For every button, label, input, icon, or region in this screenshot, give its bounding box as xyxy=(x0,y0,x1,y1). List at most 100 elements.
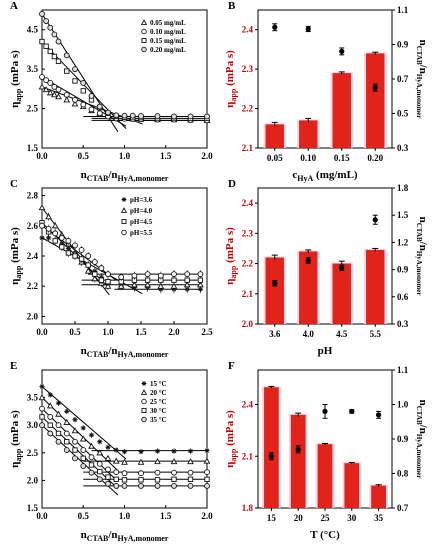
data-point xyxy=(72,417,78,423)
legend-marker xyxy=(121,197,127,202)
y2-point xyxy=(295,446,301,452)
data-point xyxy=(51,53,58,60)
data-point xyxy=(197,271,204,278)
fit-line xyxy=(41,397,119,471)
data-point xyxy=(39,74,45,80)
data-point xyxy=(96,103,103,110)
bar xyxy=(371,485,386,508)
y-tick-label: 2.5 xyxy=(27,104,39,114)
x-tick-label: 0.0 xyxy=(36,151,48,161)
x-tick-label: 35 xyxy=(374,513,384,523)
legend-marker xyxy=(121,219,127,224)
data-point xyxy=(71,100,79,107)
y-tick-label: 2.2 xyxy=(242,259,254,269)
data-point xyxy=(47,48,53,55)
y2-tick-label: 1.1 xyxy=(397,5,409,15)
data-point xyxy=(47,422,53,428)
y2-tick-label: 0.3 xyxy=(397,319,409,329)
y2-tick-label: 1.2 xyxy=(397,237,409,247)
x-tick-label: 5.5 xyxy=(370,329,382,339)
data-point xyxy=(47,80,54,86)
data-point xyxy=(78,247,85,253)
y2-axis-label: nCTAB/nHyA,monomer xyxy=(415,40,429,119)
bar xyxy=(332,73,351,148)
data-point xyxy=(105,466,111,473)
fit-line xyxy=(41,386,127,460)
bar xyxy=(366,53,385,148)
data-point xyxy=(43,77,50,84)
data-point xyxy=(85,262,91,268)
x-tick-label: 2.0 xyxy=(168,327,180,337)
data-point xyxy=(121,449,128,455)
data-point xyxy=(170,282,178,289)
data-point xyxy=(183,281,191,288)
bar xyxy=(290,414,306,508)
data-point xyxy=(63,91,70,98)
data-point xyxy=(65,237,72,244)
data-point xyxy=(55,400,62,406)
y-tick-label: 2.4 xyxy=(242,400,254,410)
x-tick-label: 0.05 xyxy=(267,153,283,163)
data-point xyxy=(129,112,136,119)
y-tick-label: 1.8 xyxy=(242,503,254,513)
panel-label: C xyxy=(10,178,18,190)
data-point xyxy=(171,113,177,120)
legend-marker xyxy=(141,416,147,423)
data-point xyxy=(79,435,87,442)
x-tick-label: 20 xyxy=(294,513,304,523)
y2-point xyxy=(305,26,311,32)
data-point xyxy=(72,447,78,453)
legend-marker xyxy=(140,19,148,25)
data-point xyxy=(80,101,87,108)
data-point xyxy=(72,253,78,259)
y2-axis-label: nCTAB/nHyA,monomer xyxy=(415,400,429,479)
data-point xyxy=(113,483,120,489)
x-tick-label: 30 xyxy=(347,513,357,523)
panel-e-chart: 0.0 0.5 1.0 1.5 2.0 1.5 2.0 2.5 3.0 3.5 EnCTAB/nHy… xyxy=(9,360,213,543)
data-point xyxy=(88,432,95,438)
y-tick-label: 2.0 xyxy=(27,311,39,321)
legend-marker xyxy=(141,408,147,413)
data-point xyxy=(72,438,78,445)
x-tick-label: 1.5 xyxy=(160,511,172,521)
data-point xyxy=(157,272,164,279)
data-point xyxy=(63,96,71,103)
x-axis-label: nCTAB/nHyA,monomer xyxy=(81,529,169,543)
data-point xyxy=(171,277,177,283)
legend-label: pH=5.5 xyxy=(130,229,153,237)
data-point xyxy=(131,272,138,279)
y2-point xyxy=(322,408,328,414)
data-point xyxy=(88,106,95,113)
data-point xyxy=(204,113,210,120)
data-point xyxy=(47,392,53,398)
y-tick-label: 3.0 xyxy=(27,420,39,430)
x-tick-label: 15 xyxy=(267,513,277,523)
data-point xyxy=(65,245,71,252)
legend-label: 30 °C xyxy=(150,407,167,415)
y-axis-label: ηapp (mPa s) xyxy=(224,50,238,108)
y2-tick-label: 0.7 xyxy=(397,74,409,84)
data-point xyxy=(121,112,128,119)
data-point xyxy=(144,281,151,288)
data-point xyxy=(138,113,144,119)
data-point xyxy=(154,483,161,489)
panel-c-chart: 0.0 0.5 1.0 1.5 2.0 2.5 2.0 2.2 2.4 2.6 2.8 CnCTAB/… xyxy=(9,178,213,359)
data-point xyxy=(138,483,144,489)
panel-label: A xyxy=(10,0,18,12)
data-point xyxy=(157,282,165,289)
data-point xyxy=(105,444,111,450)
data-point xyxy=(154,113,161,119)
y-tick-label: 2.1 xyxy=(242,451,254,461)
y2-axis-label: nCTAB/nHyA,monomer xyxy=(415,217,429,296)
data-point xyxy=(46,235,52,241)
data-point xyxy=(96,110,103,117)
data-point xyxy=(63,418,71,425)
data-point xyxy=(51,222,59,229)
data-point xyxy=(92,271,98,277)
y2-point xyxy=(272,280,278,286)
x-tick-label: 1.0 xyxy=(102,327,114,337)
data-point xyxy=(80,455,86,461)
data-point xyxy=(39,38,45,45)
y-tick-label: 2.4 xyxy=(27,251,39,261)
y-tick-label: 1.5 xyxy=(27,503,39,513)
